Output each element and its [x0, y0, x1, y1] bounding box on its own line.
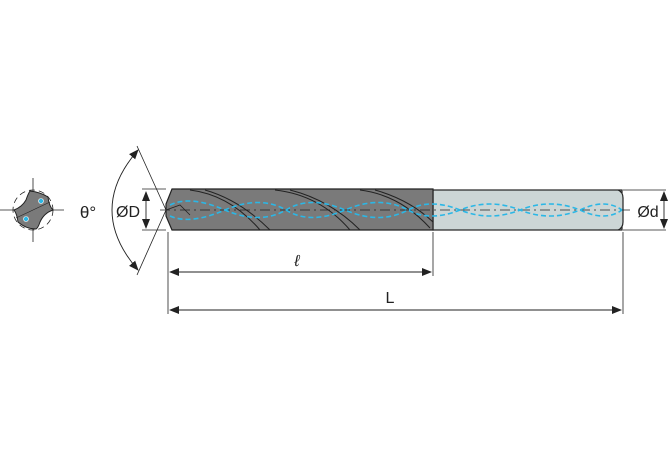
flute-length-dimension: ℓ: [169, 253, 432, 276]
overall-length-dimension: L: [169, 290, 622, 314]
overall-length-label: L: [386, 290, 395, 307]
shank-diameter-dimension: Ød: [623, 189, 668, 231]
fluted-body: [165, 188, 434, 231]
cutting-diameter-dimension: ØD: [116, 188, 166, 231]
coolant-channels: [169, 200, 623, 221]
shank-diameter-label: Ød: [637, 204, 658, 221]
end-view: [0, 178, 64, 242]
flute-length-label: ℓ: [293, 253, 300, 270]
point-angle-dimension: θ°: [80, 145, 167, 276]
cutting-diameter-label: ØD: [116, 204, 140, 221]
point-angle-label: θ°: [80, 203, 96, 222]
